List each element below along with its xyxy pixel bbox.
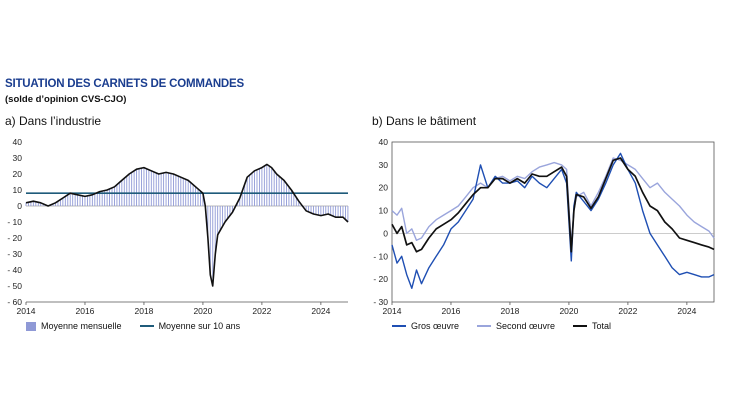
plot-frame	[391, 141, 715, 303]
x-tick-label: 2022	[618, 306, 637, 315]
legend-item-second: Second œuvre	[477, 321, 555, 331]
y-tick-label: 0	[17, 201, 22, 211]
legend-label-bars: Moyenne mensuelle	[41, 321, 122, 331]
y-tick-label: 30	[13, 153, 23, 163]
chart-subtitle: (solde d’opinion CVS-CJO)	[5, 94, 127, 105]
legend-swatch-second	[477, 325, 492, 327]
legend-item-bars: Moyenne mensuelle	[26, 321, 122, 331]
total-line	[391, 157, 715, 253]
x-tick-label: 2024	[311, 306, 330, 315]
industry-series-line	[25, 163, 349, 287]
y-tick-label: - 10	[373, 251, 388, 261]
legend-swatch-bars	[26, 321, 36, 331]
y-tick-label: 20	[13, 169, 23, 179]
legend-label-total: Total	[592, 321, 612, 331]
y-tick-label: 0	[383, 228, 388, 238]
x-tick-label: 2016	[76, 306, 95, 315]
gros-oeuvre-line	[391, 152, 715, 289]
y-tick-label: - 40	[7, 265, 22, 275]
x-tick-label: 2018	[500, 306, 519, 315]
x-tick-label: 2018	[134, 306, 153, 315]
second-oeuvre-line	[391, 157, 715, 246]
y-tick-label: 10	[13, 185, 23, 195]
legend-item-total: Total	[573, 321, 611, 331]
panel-a-title: a) Dans l’industrie	[5, 114, 102, 128]
x-tick-label: 2014	[17, 306, 36, 315]
x-tick-label: 2024	[677, 306, 696, 315]
y-tick-label: - 60	[7, 297, 22, 307]
panel-b-title: b) Dans le bâtiment	[372, 114, 477, 128]
legend-label-average: Moyenne sur 10 ans	[158, 321, 241, 331]
y-tick-label: - 10	[7, 217, 22, 227]
legend-swatch-average	[139, 325, 154, 327]
x-tick-label: 2014	[383, 306, 402, 315]
x-tick-label: 2016	[442, 306, 461, 315]
legend-swatch-total	[573, 325, 588, 327]
industry-legend: Moyenne mensuelle Moyenne sur 10 ans	[26, 321, 258, 331]
legend-swatch-gros	[392, 325, 406, 327]
y-tick-label: 40	[379, 137, 389, 147]
legend-label-second: Second œuvre	[496, 321, 556, 331]
legend-item-average: Moyenne sur 10 ans	[139, 321, 241, 331]
y-tick-label: - 30	[373, 297, 388, 307]
y-tick-label: - 20	[7, 233, 22, 243]
x-tick-label: 2020	[559, 306, 578, 315]
legend-item-gros: Gros œuvre	[392, 321, 459, 331]
building-legend: Gros œuvre Second œuvre Total	[392, 321, 629, 331]
y-tick-label: - 20	[373, 274, 388, 284]
y-tick-label: 30	[379, 160, 389, 170]
y-tick-label: - 30	[7, 249, 22, 259]
y-tick-label: 40	[13, 137, 23, 147]
y-tick-label: 20	[379, 183, 389, 193]
y-tick-label: 10	[379, 206, 389, 216]
y-tick-label: - 50	[7, 281, 22, 291]
x-tick-label: 2022	[252, 306, 271, 315]
legend-label-gros: Gros œuvre	[411, 321, 460, 331]
chart-title: SITUATION DES CARNETS DE COMMANDES	[5, 78, 244, 90]
x-tick-label: 2020	[193, 306, 212, 315]
